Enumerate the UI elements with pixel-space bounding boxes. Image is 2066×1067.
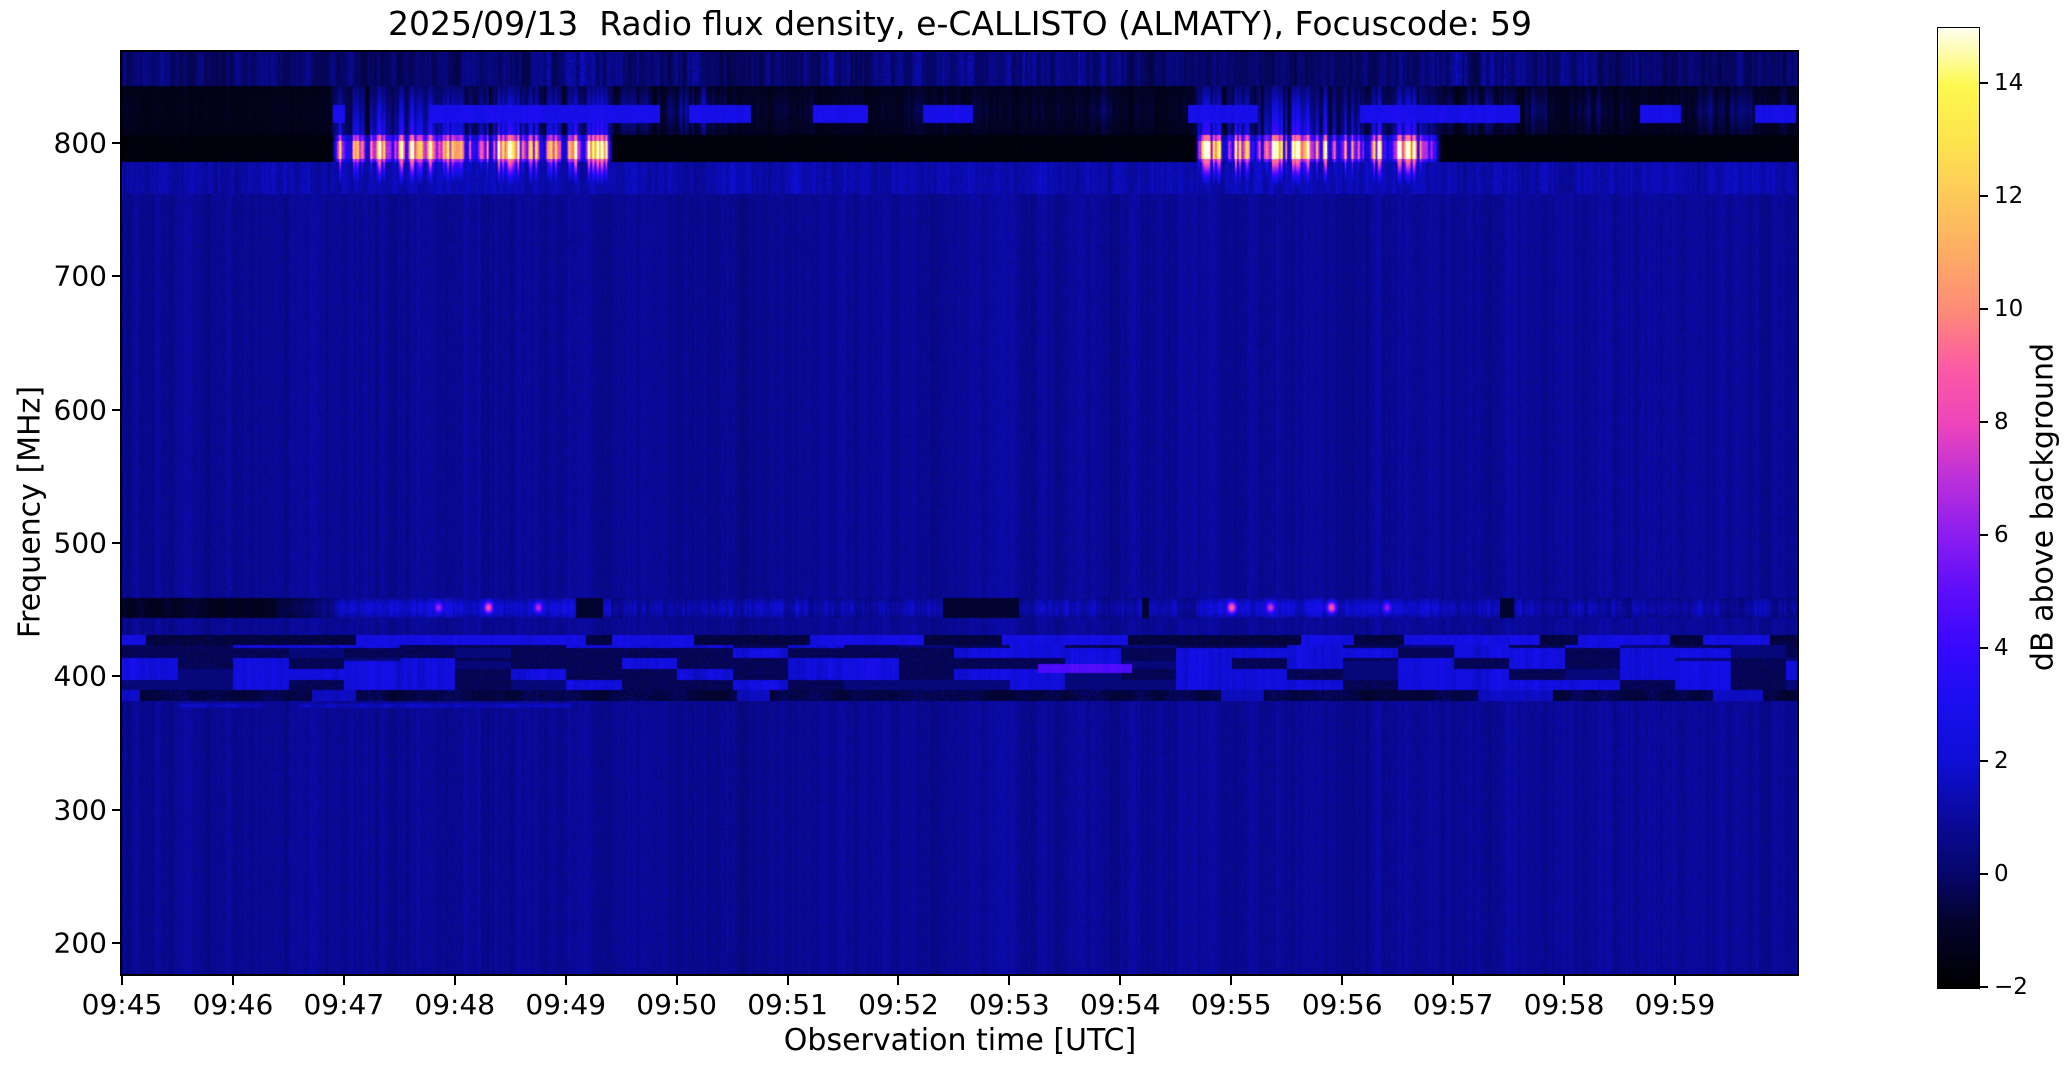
x-tick-mark xyxy=(675,976,678,985)
y-tick-label: 400 xyxy=(53,659,107,693)
colorbar-tick-mark xyxy=(1980,195,1988,198)
x-tick-label: 09:59 xyxy=(1634,988,1716,1021)
x-tick-mark xyxy=(342,976,345,985)
x-tick-mark xyxy=(897,976,900,985)
x-tick-mark xyxy=(1452,976,1455,985)
x-tick-label: 09:56 xyxy=(1301,988,1383,1021)
x-tick-mark xyxy=(231,976,234,985)
x-tick-mark xyxy=(1673,976,1676,985)
colorbar-tick-mark xyxy=(1980,647,1988,650)
x-tick-mark xyxy=(564,976,567,985)
colorbar-tick-label: 4 xyxy=(1994,635,2009,662)
colorbar-tick-label: 8 xyxy=(1994,409,2009,436)
x-tick-label: 09:53 xyxy=(969,988,1050,1021)
colorbar-tick-label: 6 xyxy=(1994,522,2009,549)
x-tick-label: 09:46 xyxy=(192,988,274,1021)
x-tick-mark xyxy=(1563,976,1566,985)
x-tick-label: 09:55 xyxy=(1190,988,1272,1021)
x-tick-mark xyxy=(1119,976,1122,985)
colorbar-tick-label: 10 xyxy=(1994,296,2024,323)
colorbar-label: dB above background xyxy=(2025,342,2061,672)
x-tick-label: 09:49 xyxy=(525,988,607,1021)
x-tick-label: 09:48 xyxy=(414,988,496,1021)
x-tick-mark xyxy=(1008,976,1011,985)
x-tick-mark xyxy=(1341,976,1344,985)
y-axis-label: Frequency [MHz] xyxy=(12,385,48,639)
y-tick-mark xyxy=(112,275,121,278)
colorbar-tick-mark xyxy=(1980,760,1988,763)
x-tick-label: 09:57 xyxy=(1412,988,1494,1021)
colorbar-tick-mark xyxy=(1980,986,1988,988)
colorbar-tick-mark xyxy=(1980,421,1988,424)
plot-area xyxy=(120,50,1799,976)
y-tick-mark xyxy=(112,808,121,811)
x-axis-label: Observation time [UTC] xyxy=(783,1023,1137,1058)
colorbar-tick-label: 0 xyxy=(1994,861,2009,888)
colorbar-tick-mark xyxy=(1980,534,1988,537)
x-tick-mark xyxy=(453,976,456,985)
x-tick-mark xyxy=(1230,976,1233,985)
colorbar-tick-mark xyxy=(1980,873,1988,876)
colorbar-tick-label: −2 xyxy=(1994,974,2028,1000)
x-tick-label: 09:51 xyxy=(747,988,828,1021)
y-tick-label: 300 xyxy=(53,793,107,827)
y-tick-label: 500 xyxy=(53,526,107,560)
colorbar-tick-mark xyxy=(1980,82,1988,85)
chart-title: 2025/09/13 Radio flux density, e-CALLIST… xyxy=(388,4,1532,43)
spectrogram-canvas xyxy=(122,52,1797,974)
y-tick-mark xyxy=(112,542,121,545)
x-tick-label: 09:58 xyxy=(1523,988,1605,1021)
x-tick-label: 09:45 xyxy=(81,988,163,1021)
x-tick-label: 09:47 xyxy=(303,988,385,1021)
x-tick-label: 09:54 xyxy=(1079,988,1161,1021)
colorbar-tick-label: 14 xyxy=(1994,70,2024,97)
y-tick-label: 700 xyxy=(53,259,107,293)
colorbar-tick-label: 2 xyxy=(1994,748,2009,775)
x-tick-mark xyxy=(786,976,789,985)
y-tick-mark xyxy=(112,141,121,144)
colorbar-tick-label: 12 xyxy=(1994,183,2024,210)
colorbar-canvas xyxy=(1938,28,1979,988)
y-tick-label: 200 xyxy=(53,926,107,960)
colorbar xyxy=(1937,27,1980,989)
x-tick-label: 09:50 xyxy=(636,988,717,1021)
y-tick-mark xyxy=(112,675,121,678)
x-tick-label: 09:52 xyxy=(858,988,939,1021)
y-tick-mark xyxy=(112,408,121,411)
y-tick-label: 600 xyxy=(53,393,107,427)
colorbar-tick-mark xyxy=(1980,308,1988,311)
y-tick-mark xyxy=(112,942,121,945)
x-tick-mark xyxy=(121,976,123,985)
y-tick-label: 800 xyxy=(53,126,107,160)
